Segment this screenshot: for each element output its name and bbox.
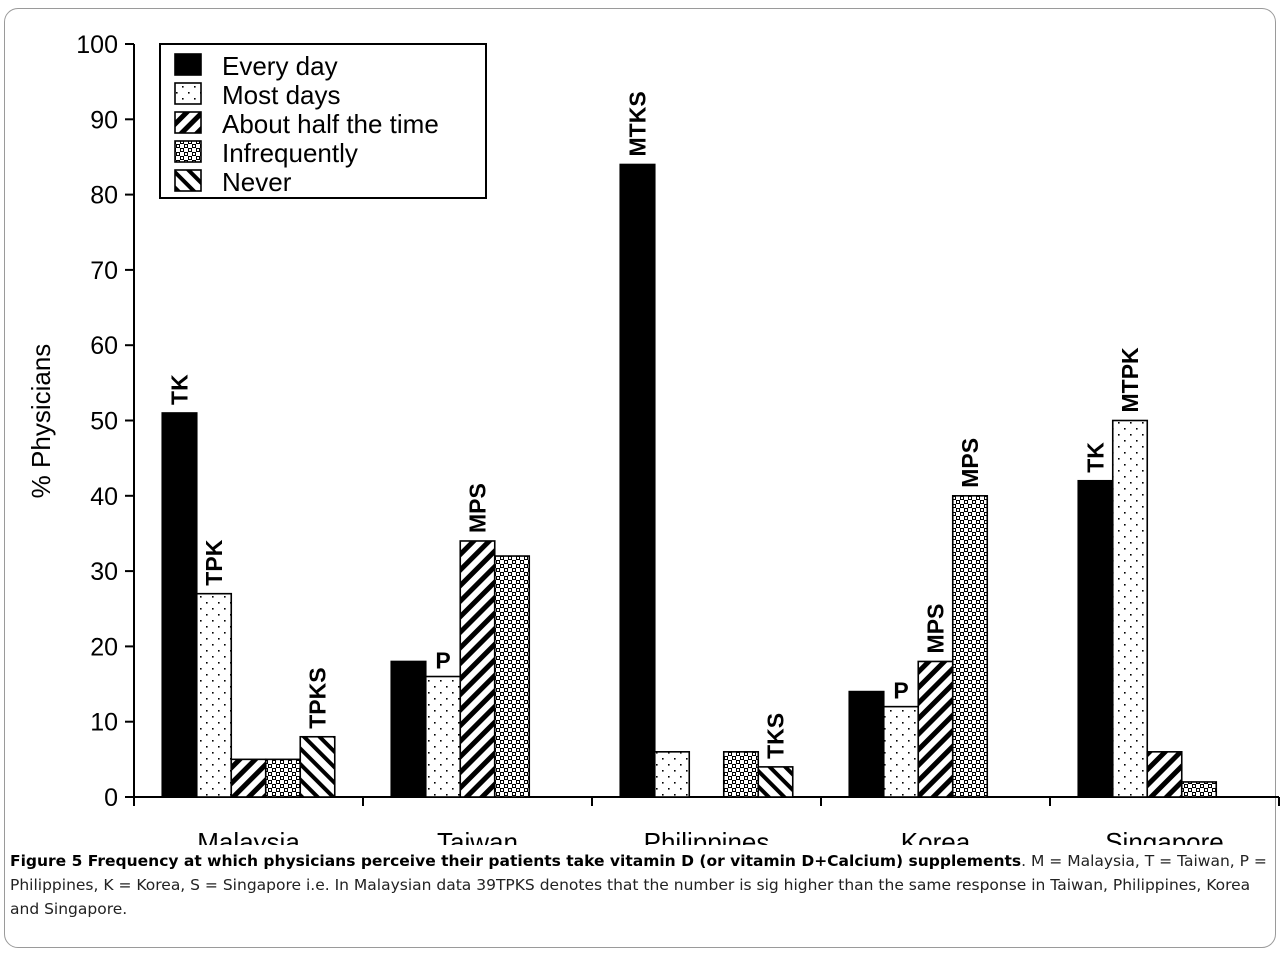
caption-body: . M = Malaysia, T = Taiwan, P = Philippi…: [10, 852, 1267, 918]
legend-swatch: [174, 53, 202, 76]
x-category-label: Korea: [901, 827, 971, 845]
y-axis: 0 10 20 30 40 50 60 70 80 90 100: [76, 31, 135, 812]
legend-swatch: [174, 82, 202, 105]
bar-significance-label: MPS: [957, 438, 983, 488]
bar-chart: % Physicians 0 10 20 30 40 50 60 70 80 90 100 Mala…: [26, 31, 1280, 845]
y-tick-label: 50: [90, 408, 118, 436]
bar: [1180, 781, 1218, 798]
legend-entry: About half the time: [222, 109, 439, 139]
bar: [1077, 479, 1114, 798]
bar: [299, 735, 336, 798]
bar-significance-label: MTKS: [625, 91, 651, 156]
y-tick-label: 10: [90, 709, 118, 737]
bar: [917, 660, 954, 798]
bar-significance-label: MTPK: [1117, 347, 1143, 413]
x-category-label: Taiwan: [437, 827, 518, 845]
legend-swatch: [174, 140, 202, 163]
y-tick-label: 80: [90, 182, 118, 210]
bar: [722, 751, 760, 798]
bar: [459, 540, 496, 798]
bar: [195, 592, 233, 798]
bar-significance-label: MPS: [923, 604, 949, 654]
bar: [757, 766, 794, 798]
legend-entry: Infrequently: [222, 138, 358, 168]
bar: [653, 751, 691, 798]
y-tick-label: 60: [90, 332, 118, 360]
y-tick-label: 70: [90, 257, 118, 285]
bar: [230, 758, 267, 798]
y-tick-label: 40: [90, 483, 118, 511]
x-category-label: Philippines: [644, 827, 770, 845]
bar: [493, 555, 531, 798]
figure-caption: Figure 5 Frequency at which physicians p…: [10, 849, 1272, 921]
x-category-label: Singapore: [1105, 827, 1224, 845]
bar-significance-label: TPKS: [305, 667, 331, 728]
bar: [882, 705, 920, 798]
bar-significance-label: TK: [1083, 442, 1109, 473]
legend-swatch: [174, 111, 202, 134]
bar-significance-label: P: [893, 678, 908, 704]
bar: [264, 758, 302, 798]
bar-significance-label: P: [435, 648, 450, 674]
y-tick-label: 20: [90, 633, 118, 661]
y-tick-label: 100: [76, 31, 118, 59]
y-tick-label: 90: [90, 106, 118, 134]
bar: [1146, 751, 1183, 798]
bar: [1111, 419, 1149, 798]
legend-entry: Every day: [222, 51, 338, 81]
bars-layer: [161, 163, 1218, 798]
bar: [390, 660, 427, 798]
legend-entry: Most days: [222, 80, 341, 110]
y-axis-title: % Physicians: [26, 344, 56, 499]
bar: [951, 494, 989, 798]
bar: [424, 675, 462, 798]
bar: [848, 690, 885, 798]
caption-title: Figure 5 Frequency at which physicians p…: [10, 852, 1022, 870]
bar: [161, 412, 198, 798]
bar-significance-label: TPK: [201, 539, 227, 585]
x-category-label: Malaysia: [197, 827, 300, 845]
legend-entry: Never: [222, 167, 292, 197]
bar-labels-layer: TK MTKS TK TPK P P MTPK MPS MPS MPS TPKS TKS: [167, 91, 1144, 759]
bar: [619, 163, 656, 798]
x-axis: Malaysia Taiwan Philippines Korea Singapore: [133, 796, 1280, 845]
y-tick-label: 0: [104, 784, 118, 812]
bar-significance-label: TK: [167, 374, 193, 405]
legend-swatch: [174, 169, 202, 192]
y-tick-label: 30: [90, 558, 118, 586]
bar-significance-label: TKS: [763, 713, 789, 759]
legend-box: [159, 43, 487, 199]
bar-significance-label: MPS: [465, 483, 491, 533]
